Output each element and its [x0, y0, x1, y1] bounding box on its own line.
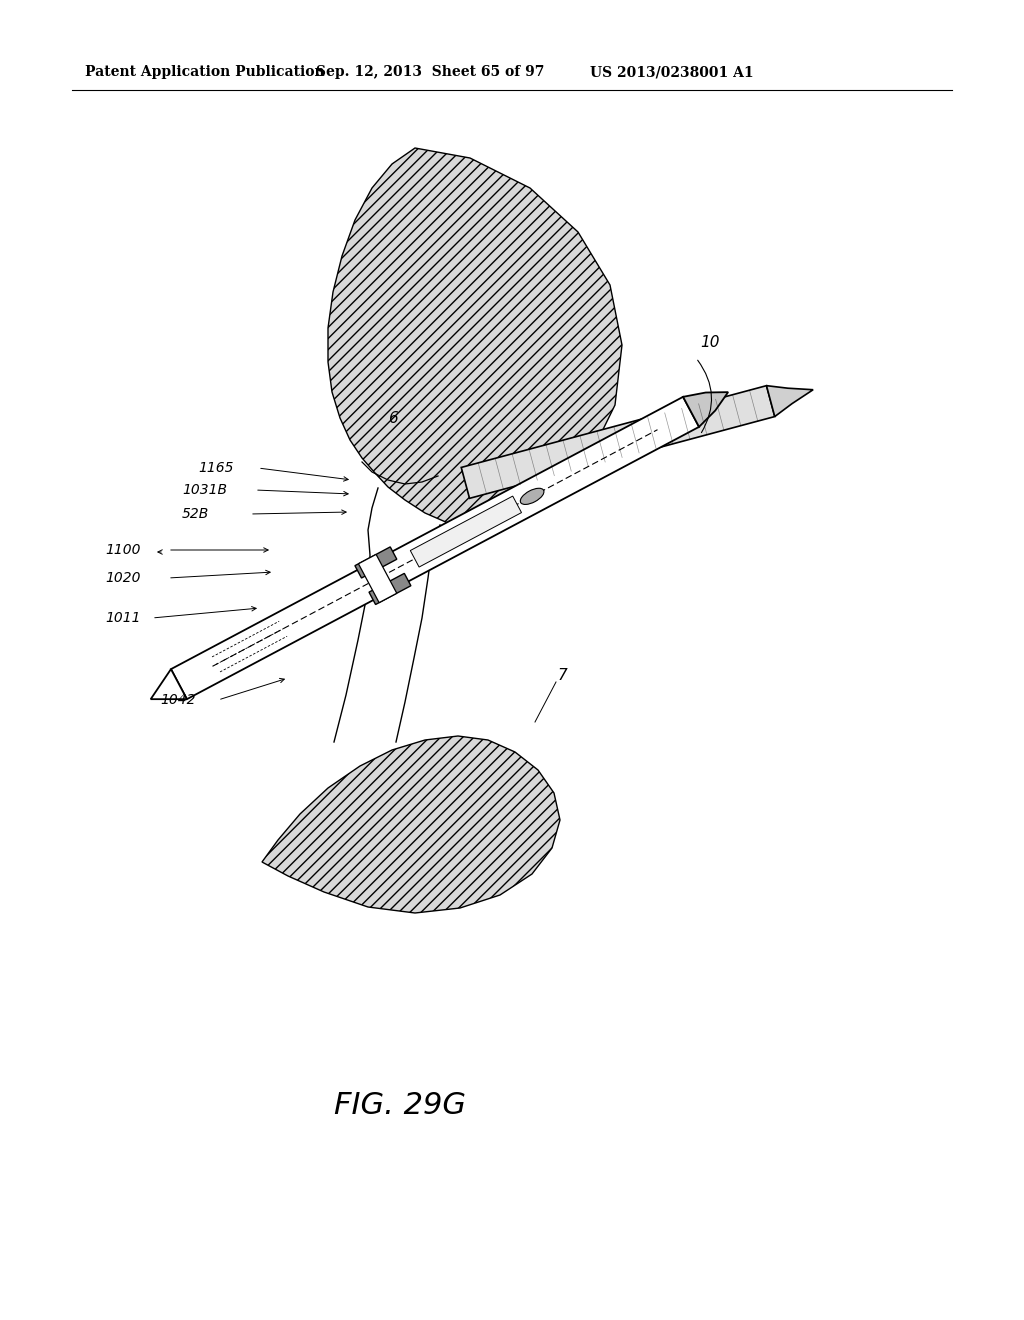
- Text: 7: 7: [558, 668, 567, 684]
- Polygon shape: [355, 546, 397, 578]
- Polygon shape: [461, 385, 775, 499]
- Text: 52B: 52B: [182, 507, 209, 521]
- Polygon shape: [369, 573, 411, 605]
- Text: 1100: 1100: [105, 543, 140, 557]
- Ellipse shape: [520, 488, 544, 504]
- Text: 1011: 1011: [105, 611, 140, 624]
- Text: 1165: 1165: [198, 461, 233, 475]
- Text: 1042: 1042: [160, 693, 196, 708]
- Text: US 2013/0238001 A1: US 2013/0238001 A1: [590, 65, 754, 79]
- Text: 1020: 1020: [105, 572, 140, 585]
- Polygon shape: [262, 737, 560, 913]
- Polygon shape: [683, 392, 728, 426]
- Polygon shape: [328, 148, 622, 527]
- Text: 6: 6: [388, 411, 397, 426]
- Text: Patent Application Publication: Patent Application Publication: [85, 65, 325, 79]
- Polygon shape: [171, 397, 699, 700]
- Text: 10: 10: [700, 335, 720, 350]
- Polygon shape: [151, 669, 187, 700]
- Polygon shape: [767, 385, 813, 417]
- Text: 1031B: 1031B: [182, 483, 227, 498]
- Text: Sep. 12, 2013  Sheet 65 of 97: Sep. 12, 2013 Sheet 65 of 97: [315, 65, 544, 79]
- Text: FIG. 29G: FIG. 29G: [334, 1090, 466, 1119]
- Polygon shape: [411, 496, 521, 568]
- Polygon shape: [358, 554, 396, 603]
